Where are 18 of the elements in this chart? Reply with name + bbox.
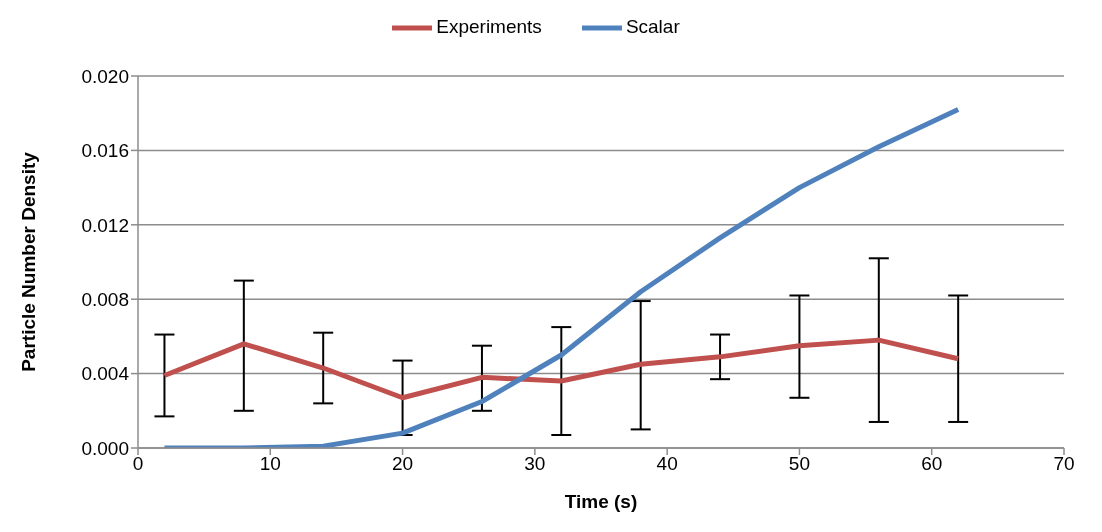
y-tick-label: 0.020 <box>81 65 129 87</box>
y-tick-label: 0.016 <box>81 140 129 162</box>
y-axis-title: Particle Number Density <box>17 151 39 372</box>
x-tick-label: 50 <box>788 453 810 475</box>
x-tick-label: 0 <box>132 453 144 475</box>
y-tick-label: 0.008 <box>81 288 129 310</box>
y-tick-label: 0.000 <box>81 437 129 459</box>
x-tick-label: 10 <box>259 453 281 475</box>
y-tick-label: 0.004 <box>81 363 130 385</box>
legend-label: Experiments <box>436 16 542 38</box>
x-tick-label: 30 <box>524 453 546 475</box>
x-tick-label: 20 <box>392 453 414 475</box>
x-tick-label: 70 <box>1053 453 1075 475</box>
x-axis-title: Time (s) <box>564 491 638 512</box>
x-tick-label: 60 <box>921 453 943 475</box>
y-tick-label: 0.012 <box>81 214 129 236</box>
legend-label: Scalar <box>625 16 680 38</box>
x-tick-label: 40 <box>656 453 678 475</box>
